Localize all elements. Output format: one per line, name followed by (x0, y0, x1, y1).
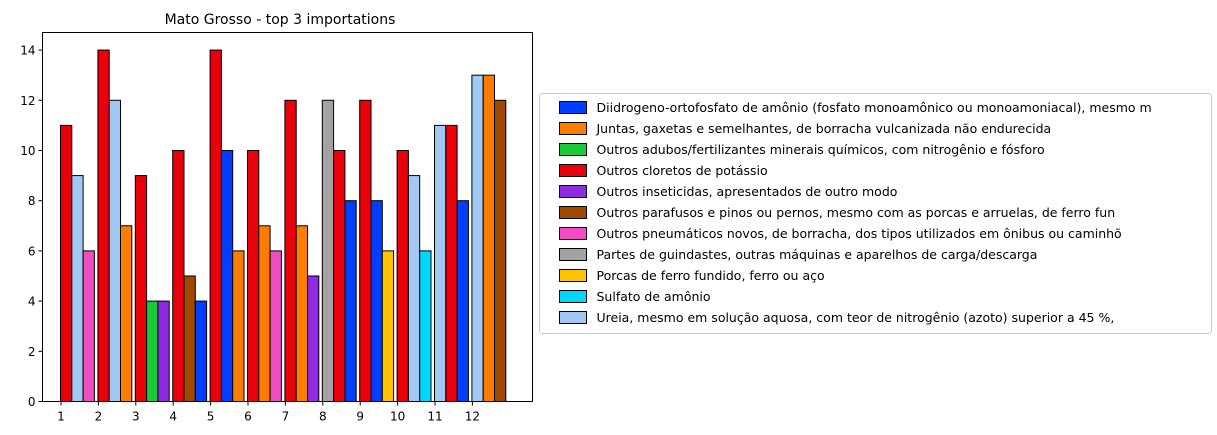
y-tick-label: 4 (28, 295, 36, 309)
legend-label: Ureia, mesmo em solução aquosa, com teor… (597, 310, 1115, 325)
bar-6-3 (269, 250, 282, 402)
bar-5-1 (209, 49, 222, 402)
legend-label: Sulfato de amônio (597, 289, 711, 304)
bar-12-1 (471, 74, 484, 403)
bar-2-2 (108, 99, 121, 402)
bar-9-3 (381, 250, 395, 402)
bar-10-1 (396, 149, 409, 402)
x-tick-label: 9 (356, 410, 364, 424)
bar-5-2 (220, 149, 234, 402)
legend-swatch (559, 185, 587, 198)
x-tick-label: 8 (319, 410, 327, 424)
x-tick-label: 6 (244, 410, 252, 424)
bar-7-3 (307, 275, 320, 403)
bar-3-2 (146, 300, 159, 402)
legend-label: Outros pneumáticos novos, de borracha, d… (597, 226, 1122, 241)
legend-label: Partes de guindastes, outras máquinas e … (597, 247, 1038, 262)
bar-11-1 (434, 124, 447, 402)
bar-9-2 (370, 200, 383, 402)
y-tick-label: 12 (20, 94, 35, 108)
bar-1-3 (82, 250, 95, 402)
legend-label: Outros adubos/fertilizantes minerais quí… (597, 142, 1045, 157)
bar-3-3 (157, 300, 170, 402)
x-tick-label: 11 (427, 410, 442, 424)
bar-11-2 (445, 124, 458, 402)
x-tick-label: 5 (207, 410, 215, 424)
y-tick-label: 8 (28, 194, 36, 208)
legend-swatch (559, 122, 587, 135)
bar-1-1 (60, 124, 73, 402)
bar-5-3 (232, 250, 245, 402)
chart-title: Mato Grosso - top 3 importations (165, 12, 396, 28)
legend-label: Diidrogeno-ortofosfato de amônio (fosfat… (597, 100, 1152, 115)
x-tick-label: 4 (169, 410, 177, 424)
legend-swatch (559, 269, 587, 282)
bar-10-3 (419, 250, 432, 402)
bar-6-1 (247, 149, 260, 402)
legend: Diidrogeno-ortofosfato de amônio (fosfat… (539, 93, 1212, 334)
bar-8-2 (333, 149, 346, 402)
bar-1-2 (71, 175, 84, 402)
legend-swatch (559, 227, 587, 240)
bar-2-3 (120, 225, 133, 402)
bar-6-2 (258, 225, 271, 402)
x-tick-label: 7 (282, 410, 290, 424)
bar-2-1 (97, 49, 110, 402)
bar-7-1 (284, 99, 297, 402)
x-tick-label: 3 (132, 410, 140, 424)
legend-swatch (559, 164, 587, 177)
bar-4-2 (183, 275, 196, 403)
bars-layer (60, 49, 507, 403)
legend-label: Outros parafusos e pinos ou pernos, mesm… (597, 205, 1116, 220)
y-tick-label: 0 (28, 395, 36, 409)
bar-9-1 (359, 99, 372, 402)
x-tick-label: 2 (95, 410, 103, 424)
x-tick-label: 1 (57, 410, 65, 424)
legend-label: Juntas, gaxetas e semelhantes, de borrac… (596, 121, 1052, 136)
bar-4-3 (194, 300, 208, 402)
legend-frame (539, 93, 1212, 334)
legend-swatch (559, 143, 587, 156)
legend-swatch (559, 206, 587, 219)
bar-11-3 (456, 200, 469, 402)
bar-3-1 (134, 175, 148, 402)
legend-swatch (559, 290, 587, 303)
bar-8-1 (321, 99, 335, 402)
y-axis: 0 2 4 6 8 10 12 14 (20, 44, 43, 409)
bar-12-2 (482, 74, 496, 403)
bar-10-2 (407, 175, 421, 402)
x-axis: 1 2 3 4 5 6 7 8 9 10 11 12 (57, 401, 480, 424)
x-tick-label: 10 (390, 410, 405, 424)
y-tick-label: 14 (20, 44, 35, 58)
y-tick-label: 6 (28, 244, 36, 258)
y-tick-label: 2 (28, 345, 36, 359)
x-tick-label: 12 (465, 410, 480, 424)
legend-label: Outros cloretos de potássio (597, 163, 768, 178)
y-tick-label: 10 (20, 144, 35, 158)
bar-8-3 (344, 200, 357, 402)
legend-swatch (559, 311, 587, 324)
bar-4-1 (172, 149, 185, 402)
legend-label: Outros inseticidas, apresentados de outr… (597, 184, 898, 199)
legend-label: Porcas de ferro fundido, ferro ou aço (597, 268, 825, 283)
plot-frame (42, 32, 533, 402)
legend-swatch (559, 101, 587, 114)
bar-12-3 (494, 99, 507, 402)
legend-swatch (559, 248, 587, 261)
bar-7-2 (295, 225, 309, 402)
